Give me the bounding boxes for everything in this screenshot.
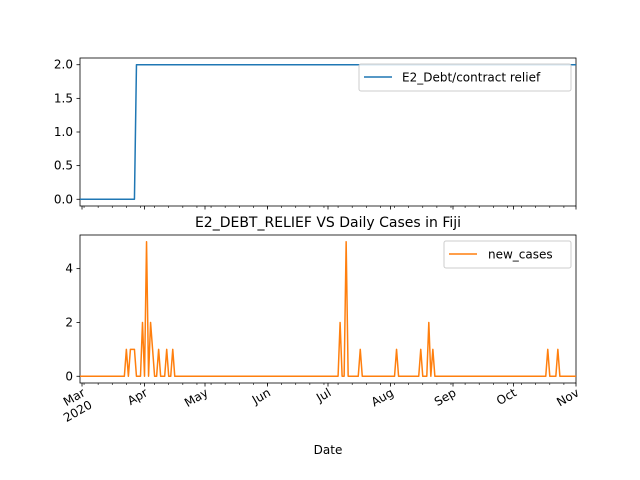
y-tick-label: 1.5 (54, 91, 73, 105)
bottom-legend: new_cases (443, 240, 572, 269)
top-legend-label: E2_Debt/contract relief (402, 71, 541, 85)
x-tick-label: Sep (432, 385, 459, 408)
y-tick-label: 2 (65, 315, 73, 329)
bottom-legend-box (443, 240, 572, 269)
x-tick-label: Apr (125, 385, 150, 408)
x-tick-label: May (182, 385, 210, 410)
x-tick-label: Nov (554, 385, 581, 409)
top-x-ticks (81, 206, 577, 210)
y-tick-label: 0 (65, 369, 73, 383)
bottom-y-ticks: 0 2 4 (65, 262, 80, 383)
x-tick-label-line: Aug (369, 385, 396, 409)
x-tick-label-line: Sep (432, 385, 459, 408)
bottom-series-lines (80, 240, 576, 378)
series-line-new-cases (80, 240, 576, 378)
x-tick-label-line: Apr (125, 385, 150, 408)
y-tick-label: 2.0 (54, 58, 73, 72)
x-tick-label: Jun (249, 385, 273, 407)
bottom-subplot: E2_DEBT_RELIEF VS Daily Cases in Fiji 0 2… (54, 215, 582, 457)
series-line-e2-debt-contract-relief (80, 63, 576, 201)
x-tick-label: Jul (313, 385, 333, 405)
top-legend: E2_Debt/contract relief (358, 63, 572, 92)
x-tick-label: Oct (494, 385, 519, 408)
bottom-chart-title: E2_DEBT_RELIEF VS Daily Cases in Fiji (195, 215, 461, 231)
bottom-x-ticks: Mar2020 Apr May Jun Jul Aug Sep Oct Nov (54, 383, 582, 425)
x-tick-label: Mar2020 (54, 385, 95, 425)
x-tick-label: Aug (369, 385, 396, 409)
x-tick-label-line: May (182, 385, 210, 410)
y-tick-label: 0.5 (54, 159, 73, 173)
y-tick-label: 1.0 (54, 125, 73, 139)
top-series-lines (80, 63, 576, 201)
x-tick-label-line: Jul (313, 385, 333, 405)
x-axis-label: Date (314, 443, 343, 457)
top-legend-box (358, 63, 572, 92)
top-subplot: 0.0 0.5 1.0 1.5 2.0 E2_Debt/contract relief (54, 57, 577, 210)
bottom-legend-label: new_cases (488, 248, 553, 262)
y-tick-label: 0.0 (54, 192, 73, 206)
x-tick-label-line: Jun (249, 385, 273, 407)
y-tick-label: 4 (65, 262, 73, 276)
x-tick-label-line: Oct (494, 385, 519, 408)
x-tick-label-line: Nov (554, 385, 581, 409)
top-y-ticks: 0.0 0.5 1.0 1.5 2.0 (54, 58, 80, 206)
